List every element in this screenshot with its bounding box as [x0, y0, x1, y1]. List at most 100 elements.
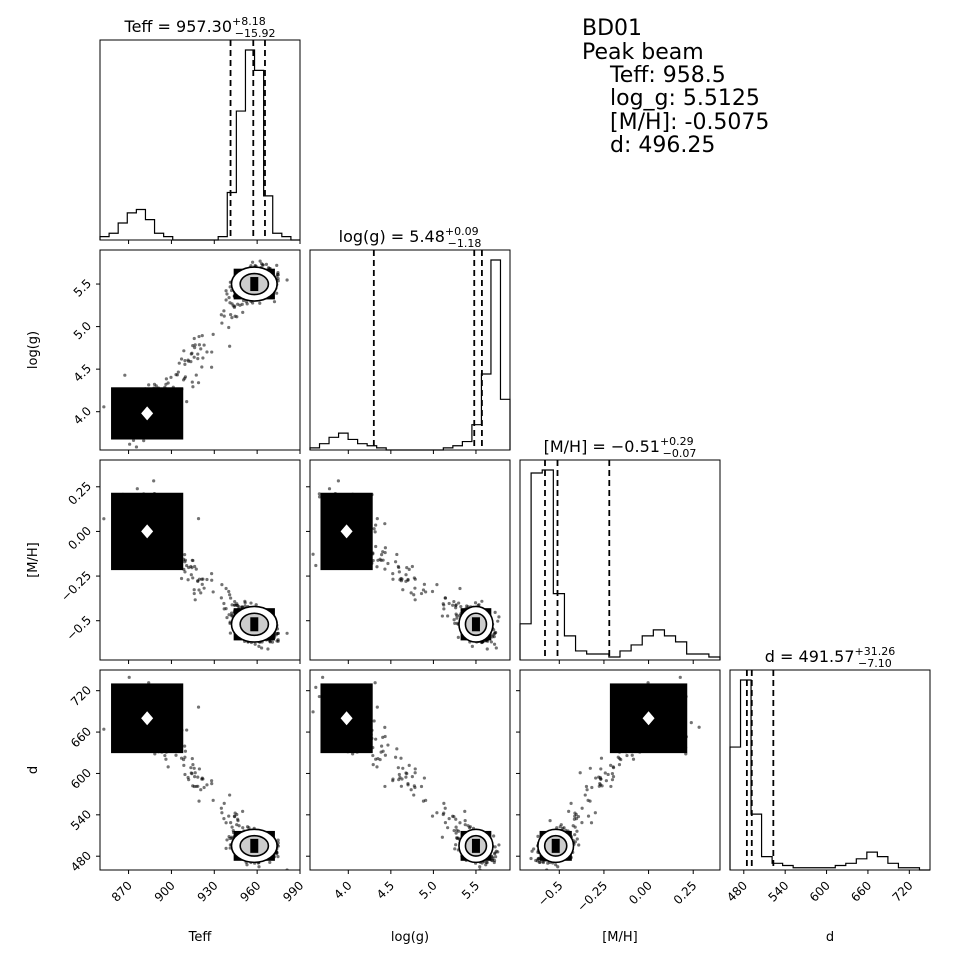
ytick-label: 5.0	[71, 319, 94, 342]
xtick-label: 660	[848, 878, 874, 904]
sample-point	[374, 544, 378, 549]
sample-point	[610, 771, 615, 776]
density-peak	[250, 838, 259, 853]
ytick-label: 720	[68, 683, 94, 709]
xtick-label: 0.25	[671, 878, 700, 907]
sample-point	[123, 373, 127, 377]
sample-point	[424, 798, 428, 802]
sample-point	[372, 527, 376, 531]
sample-point	[485, 647, 489, 651]
xtick-label: 990	[280, 878, 306, 904]
sample-point	[597, 784, 601, 788]
xtick-label: 0.00	[626, 878, 655, 907]
sample-point	[131, 438, 136, 443]
sample-point	[192, 588, 196, 592]
sample-point	[317, 495, 322, 499]
sample-point	[430, 814, 435, 818]
sample-point	[478, 865, 482, 869]
sample-point	[573, 833, 577, 837]
sample-point	[135, 487, 139, 491]
sample-point	[222, 801, 226, 805]
sample-point	[245, 825, 250, 829]
sample-point	[455, 616, 459, 620]
sample-point	[127, 675, 131, 679]
sample-point	[228, 344, 232, 348]
sample-point	[493, 845, 497, 849]
sample-point	[466, 824, 470, 828]
sample-point	[456, 635, 460, 639]
sample-point	[373, 530, 377, 534]
sample-point	[442, 607, 446, 611]
sample-point	[530, 849, 534, 853]
xaxis-label-mh: [M/H]	[602, 930, 638, 945]
sample-point	[571, 824, 575, 828]
sample-point	[376, 558, 380, 562]
sample-point	[183, 359, 187, 363]
sample-point	[197, 588, 201, 592]
sample-point	[442, 603, 446, 607]
sample-point	[199, 788, 203, 792]
sample-point	[529, 856, 533, 861]
sample-point	[197, 334, 201, 339]
sample-point	[452, 815, 456, 819]
sample-point	[532, 847, 536, 851]
sample-point	[572, 817, 577, 821]
annotation-header: Peak beam	[582, 40, 704, 65]
sample-point	[210, 779, 214, 783]
sample-point	[630, 753, 634, 757]
sample-point	[379, 750, 383, 754]
sample-point	[196, 579, 200, 583]
xtick-label: 4.5	[374, 878, 397, 901]
sample-point	[276, 854, 280, 859]
sample-point	[211, 798, 215, 802]
sample-point	[258, 259, 262, 263]
panel-frame	[729, 669, 931, 871]
sample-point	[600, 784, 604, 788]
sample-point	[225, 292, 229, 296]
sample-point	[413, 767, 417, 771]
sample-point	[494, 630, 498, 635]
sample-point	[631, 757, 636, 761]
sample-point	[586, 814, 591, 818]
sample-point	[375, 765, 379, 769]
sample-point	[391, 577, 395, 581]
sample-point	[275, 639, 279, 643]
sample-point	[689, 721, 693, 725]
sample-point	[422, 582, 426, 586]
sample-point	[163, 753, 167, 758]
sample-point	[237, 824, 241, 828]
sample-point	[268, 639, 272, 643]
sample-point	[196, 705, 201, 709]
density-hole	[340, 711, 353, 726]
histogram-mh	[519, 469, 721, 660]
sample-point	[241, 826, 245, 830]
panel-frame	[519, 459, 721, 661]
sample-point	[200, 365, 204, 369]
scatter-teff-logg	[102, 259, 289, 449]
sample-point	[573, 814, 577, 818]
sample-point	[192, 355, 196, 359]
sample-point	[182, 349, 186, 353]
sample-point	[484, 863, 488, 867]
sample-point	[452, 618, 456, 622]
sample-point	[610, 778, 615, 782]
sample-point	[285, 278, 289, 282]
sample-point	[554, 863, 558, 867]
panel-mh-mh	[519, 459, 721, 664]
sample-point	[194, 373, 198, 377]
sample-point	[406, 782, 410, 786]
sample-point	[405, 565, 409, 570]
sample-point	[458, 821, 462, 825]
yaxis-label-mh: [M/H]	[26, 542, 41, 578]
sample-point	[430, 589, 435, 594]
panel-frame	[99, 249, 301, 451]
ytick-label: 480	[68, 848, 94, 874]
sample-point	[196, 357, 200, 361]
sample-point	[236, 302, 240, 306]
sample-point	[489, 640, 493, 644]
sample-point	[379, 744, 384, 748]
sample-point	[183, 749, 188, 753]
sample-point	[567, 809, 571, 813]
sample-point	[183, 772, 187, 777]
sample-point	[379, 553, 384, 557]
